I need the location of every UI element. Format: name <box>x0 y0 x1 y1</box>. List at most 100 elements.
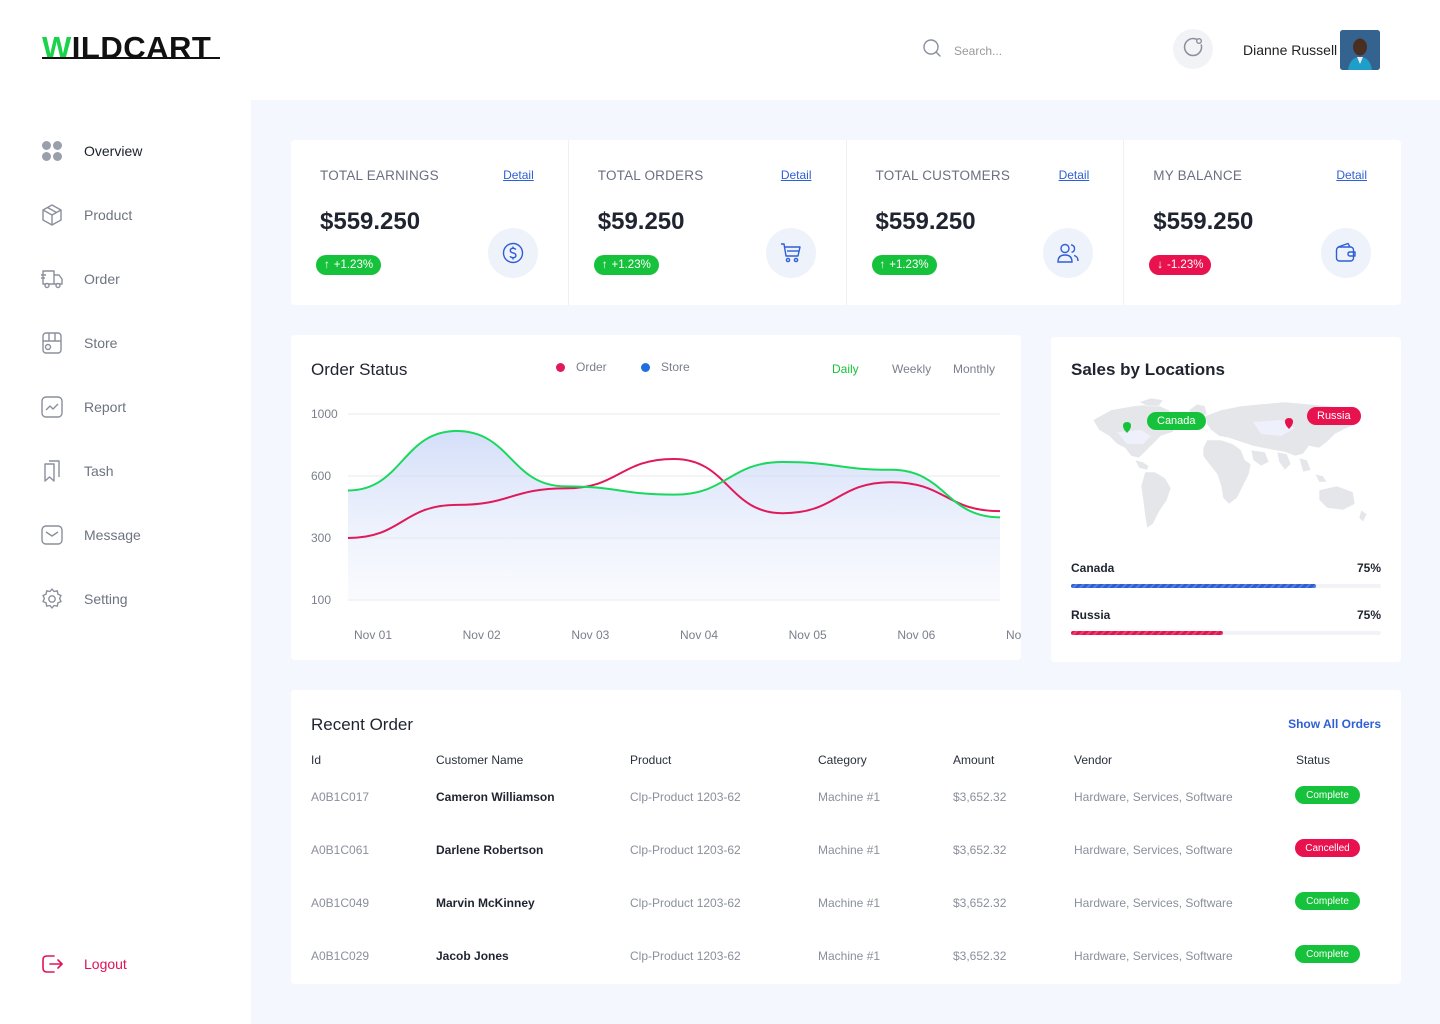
series-line-order <box>347 457 1001 539</box>
stat-card-customers: TOTAL CUSTOMERS Detail $559.250 ↑ +1.23% <box>847 140 1125 305</box>
legend-label: Store <box>661 360 690 374</box>
stat-value: $59.250 <box>597 208 685 235</box>
category: Machine #1 <box>818 790 881 804</box>
box-icon <box>40 203 64 227</box>
logo-text: ILDCART <box>71 30 212 65</box>
amount: $3,652.32 <box>953 896 1007 910</box>
table-row[interactable]: A0B1C029 Jacob Jones Clp-Product 1203-62… <box>291 945 1401 1002</box>
show-all-orders-link[interactable]: Show All Orders <box>1288 717 1381 731</box>
logo-initial: W <box>42 30 72 65</box>
chart-icon <box>40 395 64 419</box>
sidebar-item-message[interactable]: Message <box>40 522 141 548</box>
location-progress-fill <box>1071 631 1223 635</box>
russia-pin[interactable] <box>1285 418 1293 429</box>
store-area <box>348 431 1000 600</box>
sidebar-item-setting[interactable]: Setting <box>40 586 128 612</box>
column-header-amount[interactable]: Amount <box>953 753 995 767</box>
logout-button[interactable]: Logout <box>40 951 127 977</box>
category: Machine #1 <box>818 896 881 910</box>
legend-label: Order <box>576 360 607 374</box>
y-tick-label: 100 <box>311 593 331 607</box>
recent-order-card: Recent Order Show All Orders Id Customer… <box>291 690 1401 984</box>
users-icon <box>1043 228 1094 278</box>
status-badge: Complete <box>1295 945 1360 963</box>
notification-button[interactable] <box>1173 29 1213 69</box>
order-status-card: Order Status Order Store Daily Weekly Mo… <box>291 335 1021 660</box>
product-name: Clp-Product 1203-62 <box>630 790 741 804</box>
sales-by-locations-card: Sales by Locations Canada Russi <box>1051 337 1401 662</box>
x-tick-label: Nov 02 <box>463 628 501 642</box>
logout-icon <box>40 952 64 976</box>
y-tick-label: 1000 <box>311 407 338 421</box>
x-tick-label: Nov 03 <box>571 628 609 642</box>
location-progress-fill <box>1071 584 1316 588</box>
table-row[interactable]: A0B1C017 Cameron Williamson Clp-Product … <box>291 786 1401 843</box>
range-daily[interactable]: Daily <box>832 362 859 376</box>
location-name: Russia <box>1071 608 1111 622</box>
column-header-customer[interactable]: Customer Name <box>436 753 524 767</box>
change-value: +1.23% <box>611 259 651 271</box>
column-header-id[interactable]: Id <box>311 753 322 767</box>
stat-value: $559.250 <box>1153 208 1254 235</box>
arrow-down-icon: ↓ <box>1157 259 1163 271</box>
sidebar-item-report[interactable]: Report <box>40 394 126 420</box>
table-row[interactable]: A0B1C061 Darlene Robertson Clp-Product 1… <box>291 839 1401 896</box>
sidebar-item-store[interactable]: Store <box>40 330 117 356</box>
detail-link[interactable]: Detail <box>1336 168 1367 182</box>
map-label-russia: Russia <box>1307 407 1361 425</box>
store-icon <box>40 331 64 355</box>
sidebar-item-product[interactable]: Product <box>40 202 132 228</box>
cart-icon <box>765 228 816 278</box>
stat-title: TOTAL EARNINGS <box>320 168 439 183</box>
legend-dot <box>556 362 565 372</box>
x-tick-label: Nov 07 <box>1006 628 1021 642</box>
order-status-title: Order Status <box>311 360 408 379</box>
canada-pin[interactable] <box>1123 422 1131 433</box>
grid-icon <box>40 139 64 163</box>
avatar[interactable] <box>1340 30 1380 70</box>
logo-underline <box>42 57 220 59</box>
table-row[interactable]: A0B1C049 Marvin McKinney Clp-Product 120… <box>291 892 1401 949</box>
column-header-vendor[interactable]: Vendor <box>1074 753 1113 767</box>
range-weekly[interactable]: Weekly <box>892 362 932 376</box>
category: Machine #1 <box>818 949 881 963</box>
customer-name: Marvin McKinney <box>436 896 535 910</box>
sidebar-item-overview[interactable]: Overview <box>40 138 142 164</box>
customer-name: Jacob Jones <box>436 949 509 963</box>
detail-link[interactable]: Detail <box>780 168 812 182</box>
search-bar[interactable] <box>922 38 1074 63</box>
customer-name: Darlene Robertson <box>436 843 544 857</box>
bookmark-icon <box>40 459 64 483</box>
column-header-category[interactable]: Category <box>818 753 867 767</box>
order-id: A0B1C061 <box>311 843 370 857</box>
detail-link[interactable]: Detail <box>1058 168 1090 182</box>
sidebar-item-label: Store <box>84 335 118 351</box>
logout-label: Logout <box>84 956 127 972</box>
stat-card-balance: MY BALANCE Detail $559.250 ↓ -1.23% <box>1124 140 1401 305</box>
amount: $3,652.32 <box>953 843 1007 857</box>
detail-link[interactable]: Detail <box>503 168 534 182</box>
search-input[interactable] <box>954 43 1074 58</box>
legend-dot <box>641 362 650 372</box>
recent-order-title: Recent Order <box>311 715 414 734</box>
sales-title: Sales by Locations <box>1071 360 1225 379</box>
change-value: +1.23% <box>333 259 374 271</box>
sidebar-item-label: Order <box>84 271 120 287</box>
column-header-product[interactable]: Product <box>630 753 672 767</box>
sidebar-item-label: Overview <box>84 143 143 159</box>
column-header-status[interactable]: Status <box>1296 753 1331 767</box>
arrow-up-icon: ↑ <box>601 259 608 271</box>
legend-order[interactable]: Order <box>556 360 607 374</box>
range-monthly[interactable]: Monthly <box>953 362 996 376</box>
change-value: +1.23% <box>889 259 929 271</box>
product-name: Clp-Product 1203-62 <box>630 843 741 857</box>
vendor: Hardware, Services, Software <box>1074 949 1233 963</box>
sidebar-item-order[interactable]: Order <box>40 266 120 292</box>
user-name[interactable]: Dianne Russell <box>1243 42 1338 58</box>
app-logo[interactable]: WILDCART <box>42 30 211 66</box>
vendor: Hardware, Services, Software <box>1074 843 1233 857</box>
sidebar-item-tash[interactable]: Tash <box>40 458 114 484</box>
legend-store[interactable]: Store <box>641 360 690 374</box>
stat-title: MY BALANCE <box>1153 168 1243 183</box>
change-badge: ↑ +1.23% <box>871 255 937 275</box>
